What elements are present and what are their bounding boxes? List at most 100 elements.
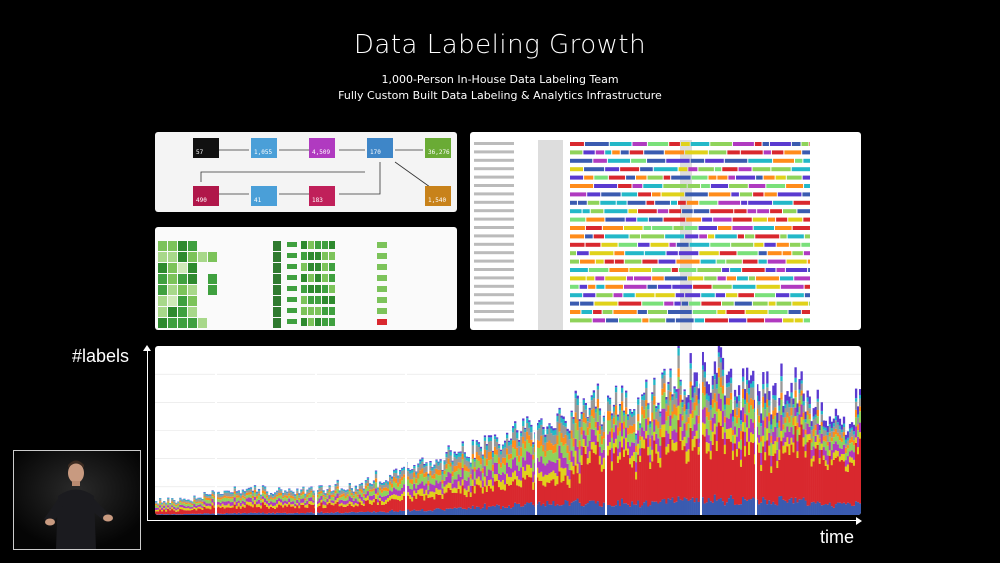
chart-bar-segment bbox=[336, 493, 339, 498]
chart-bar-segment bbox=[503, 465, 507, 475]
chart-bar-segment bbox=[364, 485, 368, 489]
timeline-bar bbox=[776, 242, 789, 247]
chart-bar-segment bbox=[814, 448, 817, 504]
chart-bar-segment bbox=[548, 424, 551, 429]
timeline-bar bbox=[769, 142, 791, 146]
chart-bar-segment bbox=[510, 484, 513, 509]
chart-bar-segment bbox=[455, 493, 458, 509]
chart-bar-segment bbox=[445, 453, 448, 458]
chart-bar-segment bbox=[388, 496, 392, 501]
chart-bar-segment bbox=[572, 438, 575, 447]
chart-bar-segment bbox=[731, 421, 735, 430]
chart-bar-segment bbox=[346, 500, 349, 504]
chart-bar-segment bbox=[524, 432, 527, 442]
chart-bar-segment bbox=[681, 399, 684, 403]
chart-bar-segment bbox=[457, 456, 460, 463]
grid-cell bbox=[301, 285, 307, 293]
chart-bar-segment bbox=[669, 370, 672, 378]
chart-bar-segment bbox=[750, 499, 753, 515]
chart-bar-segment bbox=[788, 444, 791, 455]
chart-bar-segment bbox=[846, 437, 850, 441]
chart-bar-segment bbox=[610, 419, 614, 429]
chart-bar-segment bbox=[487, 441, 491, 452]
chart-bar-segment bbox=[786, 437, 789, 447]
chart-bar-segment bbox=[391, 491, 394, 496]
chart-bar-segment bbox=[453, 487, 456, 493]
chart-bar-segment bbox=[439, 462, 442, 471]
chart-bar-segment bbox=[614, 392, 618, 406]
chart-bar-segment bbox=[840, 503, 844, 515]
chart-bar-segment bbox=[693, 424, 696, 437]
chart-bar-segment bbox=[661, 437, 664, 500]
chart-bar-segment bbox=[629, 425, 632, 434]
chart-bar-segment bbox=[772, 398, 775, 411]
chart-bar-segment bbox=[645, 431, 648, 439]
chart-bar-segment bbox=[300, 491, 303, 494]
chart-bar-segment bbox=[643, 409, 646, 419]
chart-bar-segment bbox=[713, 361, 717, 375]
chart-bar-segment bbox=[318, 487, 321, 492]
grid-cell bbox=[308, 241, 314, 249]
chart-bar-segment bbox=[445, 451, 448, 454]
x-axis-line bbox=[147, 520, 857, 521]
chart-bar-segment bbox=[489, 459, 493, 471]
chart-bar-segment bbox=[532, 489, 535, 505]
chart-bar-segment bbox=[245, 492, 249, 496]
chart-bar-segment bbox=[344, 506, 347, 513]
chart-bar-segment bbox=[459, 456, 462, 463]
chart-bar-segment bbox=[639, 440, 642, 449]
chart-bar-segment bbox=[824, 430, 828, 436]
chart-bar-segment bbox=[752, 422, 755, 435]
chart-bar-segment bbox=[653, 377, 656, 380]
chart-bar-segment bbox=[526, 416, 529, 419]
chart-bar-segment bbox=[514, 470, 517, 480]
chart-bar-segment bbox=[364, 488, 368, 495]
chart-bar-segment bbox=[451, 461, 454, 465]
chart-bar-segment bbox=[342, 493, 345, 497]
y-axis-line bbox=[147, 350, 148, 520]
chart-bar-segment bbox=[167, 498, 170, 502]
chart-bar-segment bbox=[647, 417, 650, 426]
chart-bar-segment bbox=[764, 393, 767, 403]
chart-bar-segment bbox=[199, 501, 202, 503]
chart-bar-segment bbox=[624, 414, 628, 428]
chart-bar-segment bbox=[627, 504, 630, 515]
chart-bar-segment bbox=[673, 451, 676, 503]
chart-bar-segment bbox=[388, 490, 392, 497]
chart-bar-segment bbox=[310, 486, 313, 488]
timeline-row-label bbox=[474, 234, 514, 238]
chart-bar-segment bbox=[350, 494, 353, 498]
chart-bar-segment bbox=[594, 435, 598, 446]
chart-bar-segment bbox=[721, 427, 725, 439]
chart-bar-segment bbox=[467, 485, 470, 492]
chart-bar-segment bbox=[717, 393, 721, 409]
chart-bar-segment bbox=[762, 396, 765, 408]
chart-bar-segment bbox=[804, 411, 807, 420]
chart-bar-segment bbox=[768, 421, 771, 434]
chart-bar-segment bbox=[564, 426, 567, 435]
chart-bar-segment bbox=[374, 498, 378, 513]
chart-bar-segment bbox=[370, 484, 374, 487]
chart-bar-segment bbox=[177, 502, 180, 504]
chart-bar-segment bbox=[177, 511, 180, 515]
chart-bar-segment bbox=[858, 389, 861, 395]
chart-bar-segment bbox=[528, 477, 531, 504]
chart-bar-segment bbox=[290, 495, 293, 498]
chart-bar-segment bbox=[512, 481, 515, 507]
grid-cell bbox=[322, 296, 328, 304]
chart-bar-segment bbox=[364, 482, 368, 486]
timeline-bar bbox=[785, 268, 808, 272]
chart-bar-segment bbox=[606, 395, 610, 398]
chart-bar-segment bbox=[758, 452, 761, 505]
chart-bar-segment bbox=[344, 495, 347, 499]
chart-bar-segment bbox=[195, 500, 198, 502]
chart-bar-segment bbox=[818, 449, 821, 459]
chart-bar-segment bbox=[391, 509, 394, 515]
chart-bar-segment bbox=[792, 442, 795, 453]
chart-bar-segment bbox=[562, 437, 565, 446]
timeline-bar bbox=[570, 293, 583, 298]
chart-bar-segment bbox=[812, 416, 815, 420]
chart-gap bbox=[535, 346, 537, 515]
chart-bar-segment bbox=[856, 436, 860, 448]
chart-bar-segment bbox=[655, 419, 658, 426]
